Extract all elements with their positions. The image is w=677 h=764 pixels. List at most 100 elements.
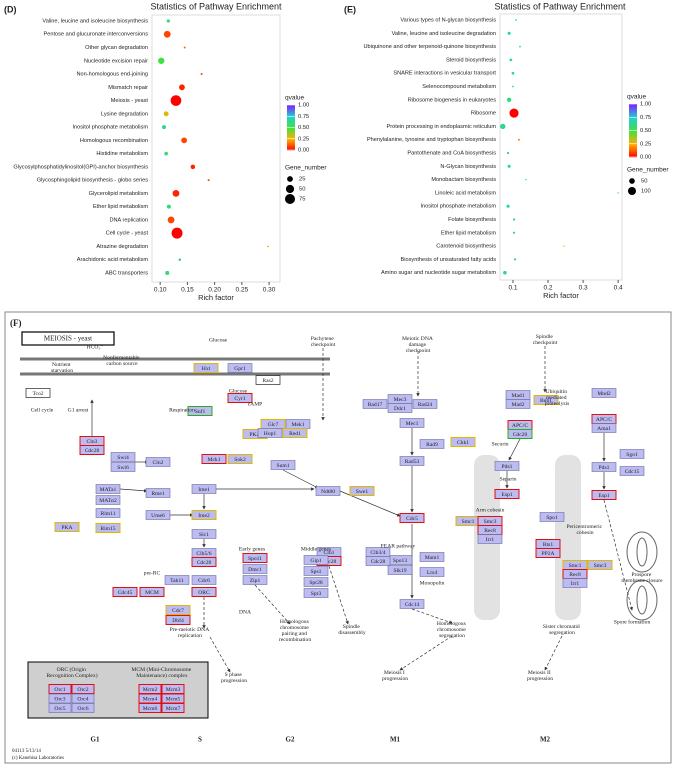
- gene-label: Mec1: [406, 421, 419, 427]
- chart-title: Statistics of Pathway Enrichment: [150, 1, 282, 11]
- gene-box: [95, 508, 121, 518]
- colorbar-tick-label: 0.75: [298, 114, 309, 120]
- gene-box: [242, 575, 268, 585]
- colorbar-segment: [629, 149, 637, 153]
- x-tick-label: 0.3: [579, 285, 588, 292]
- y-tick-label: Nucleotide excision repair: [84, 58, 148, 64]
- gene-label: Orc5: [54, 706, 65, 712]
- gene-label: Cdc15: [625, 469, 640, 475]
- pathway-label: Homologous chromosome pairing and recomb…: [279, 619, 312, 643]
- gene-label: Orc6: [77, 706, 88, 712]
- gene-box: [591, 388, 617, 398]
- gene-label: APC/C: [596, 417, 612, 423]
- colorbar-segment: [629, 153, 637, 156]
- gene-label: Ddc1: [394, 406, 406, 412]
- pathway-label: Nonfermentable carbon source: [103, 354, 141, 367]
- bubble: [513, 258, 517, 261]
- pathway-label: Separin: [499, 476, 516, 482]
- gene-box: [165, 605, 191, 615]
- colorbar-segment: [629, 107, 637, 110]
- gene-box: [139, 587, 165, 597]
- gene-box: [95, 495, 121, 505]
- gene-box: [191, 510, 217, 520]
- gene-label: Cdc20: [513, 432, 528, 438]
- gene-label: Mcm3: [166, 687, 181, 693]
- y-tick-label: Phenylalanine, tyrosine and tryptophan b…: [367, 137, 496, 143]
- y-tick-label: Histidine metabolism: [96, 151, 148, 157]
- bubble: [506, 204, 510, 208]
- gene-label: Dmc1: [248, 567, 262, 573]
- gene-label: Rad24: [418, 402, 433, 408]
- gene-label: Swi4: [117, 455, 129, 461]
- gene-box: [145, 488, 171, 498]
- bubble: [512, 231, 516, 234]
- colorbar-segment: [287, 127, 295, 130]
- x-tick-label: 0.20: [208, 287, 221, 294]
- gene-label: Cln2: [153, 460, 164, 466]
- pathway-label: Prospore membrane closure: [621, 572, 663, 584]
- y-tick-label: Cell cycle - yeast: [106, 231, 149, 237]
- legend-title: Gene_number: [285, 165, 327, 172]
- colorbar-segment: [629, 155, 637, 158]
- colorbar-segment: [287, 130, 295, 133]
- gene-box: [303, 555, 329, 565]
- colorbar-segment: [287, 117, 295, 119]
- pathway-label: S phase progression: [221, 672, 247, 684]
- gene-label: Mcm2: [143, 687, 158, 693]
- size-legend-label: 100: [641, 189, 651, 195]
- size-legend-dot: [628, 187, 636, 195]
- pathway-label: Spindle disassembly: [338, 624, 366, 636]
- x-tick-label: 0.4: [614, 285, 623, 292]
- gene-label: Cdc7: [172, 608, 184, 614]
- gene-box: [303, 566, 329, 576]
- y-tick-label: Non-homologous end-joining: [76, 72, 148, 78]
- colorbar-segment: [287, 105, 295, 107]
- pathway-label: Pachytene checkpoint: [311, 336, 336, 348]
- gene-label: Swi6: [117, 465, 129, 471]
- gene-box: [48, 693, 72, 704]
- gene-label: Smc1: [569, 563, 582, 569]
- gene-box: [349, 486, 375, 496]
- y-tick-label: Other glycan degradation: [85, 45, 148, 51]
- gene-label: Rme1: [151, 491, 165, 497]
- phase-label: M1: [390, 736, 401, 744]
- bubble: [161, 125, 166, 130]
- colorbar-tick-label: 1.00: [298, 103, 309, 109]
- gene-label: APC/C: [512, 423, 528, 429]
- gene-label: Rec8: [484, 528, 496, 534]
- colorbar-segment: [629, 151, 637, 154]
- gene-label: Sgo1: [626, 452, 638, 458]
- pathway-label: cAMP: [248, 401, 263, 407]
- gene-label: Clb5/6: [196, 551, 211, 557]
- gene-label: Cdc28: [322, 559, 337, 565]
- chart-title: Statistics of Pathway Enrichment: [494, 1, 626, 11]
- bubble: [267, 245, 269, 248]
- colorbar-segment: [629, 112, 637, 116]
- pathway-label: Spore formation: [614, 618, 651, 625]
- y-tick-label: Glycosphingolipid biosynthesis - globo s…: [37, 178, 149, 184]
- legend-title: Gene_number: [627, 167, 669, 174]
- pathway-label: Spindle checkpoint: [533, 334, 558, 346]
- gene-label: Tco2: [32, 391, 43, 397]
- panel-label: (F): [10, 318, 22, 328]
- gene-box: [161, 703, 185, 713]
- colorbar-segment: [629, 144, 637, 147]
- phase-label: S: [198, 736, 202, 744]
- gene-box: [270, 460, 296, 470]
- gene-box: [362, 399, 388, 409]
- gene-box: [450, 437, 476, 447]
- gene-label: Ime2: [198, 513, 210, 519]
- colorbar-segment: [629, 137, 637, 140]
- gene-label: Mcm6: [143, 706, 158, 712]
- colorbar-segment: [629, 121, 637, 124]
- y-tick-label: Ribosome biogenesis in eukaryotes: [408, 97, 497, 103]
- colorbar-tick-label: 0.25: [640, 141, 651, 147]
- pathway-label: Glucose: [209, 337, 228, 343]
- gene-label: Spr28: [309, 580, 323, 586]
- gene-label: Orc1: [54, 687, 65, 693]
- y-tick-label: Ether lipid metabolism: [93, 204, 148, 210]
- gene-box: [591, 490, 617, 500]
- y-tick-label: Mismatch repair: [108, 85, 148, 91]
- y-tick-label: SNARE interactions in vesicular transpor…: [393, 71, 496, 77]
- gene-box: [539, 512, 565, 522]
